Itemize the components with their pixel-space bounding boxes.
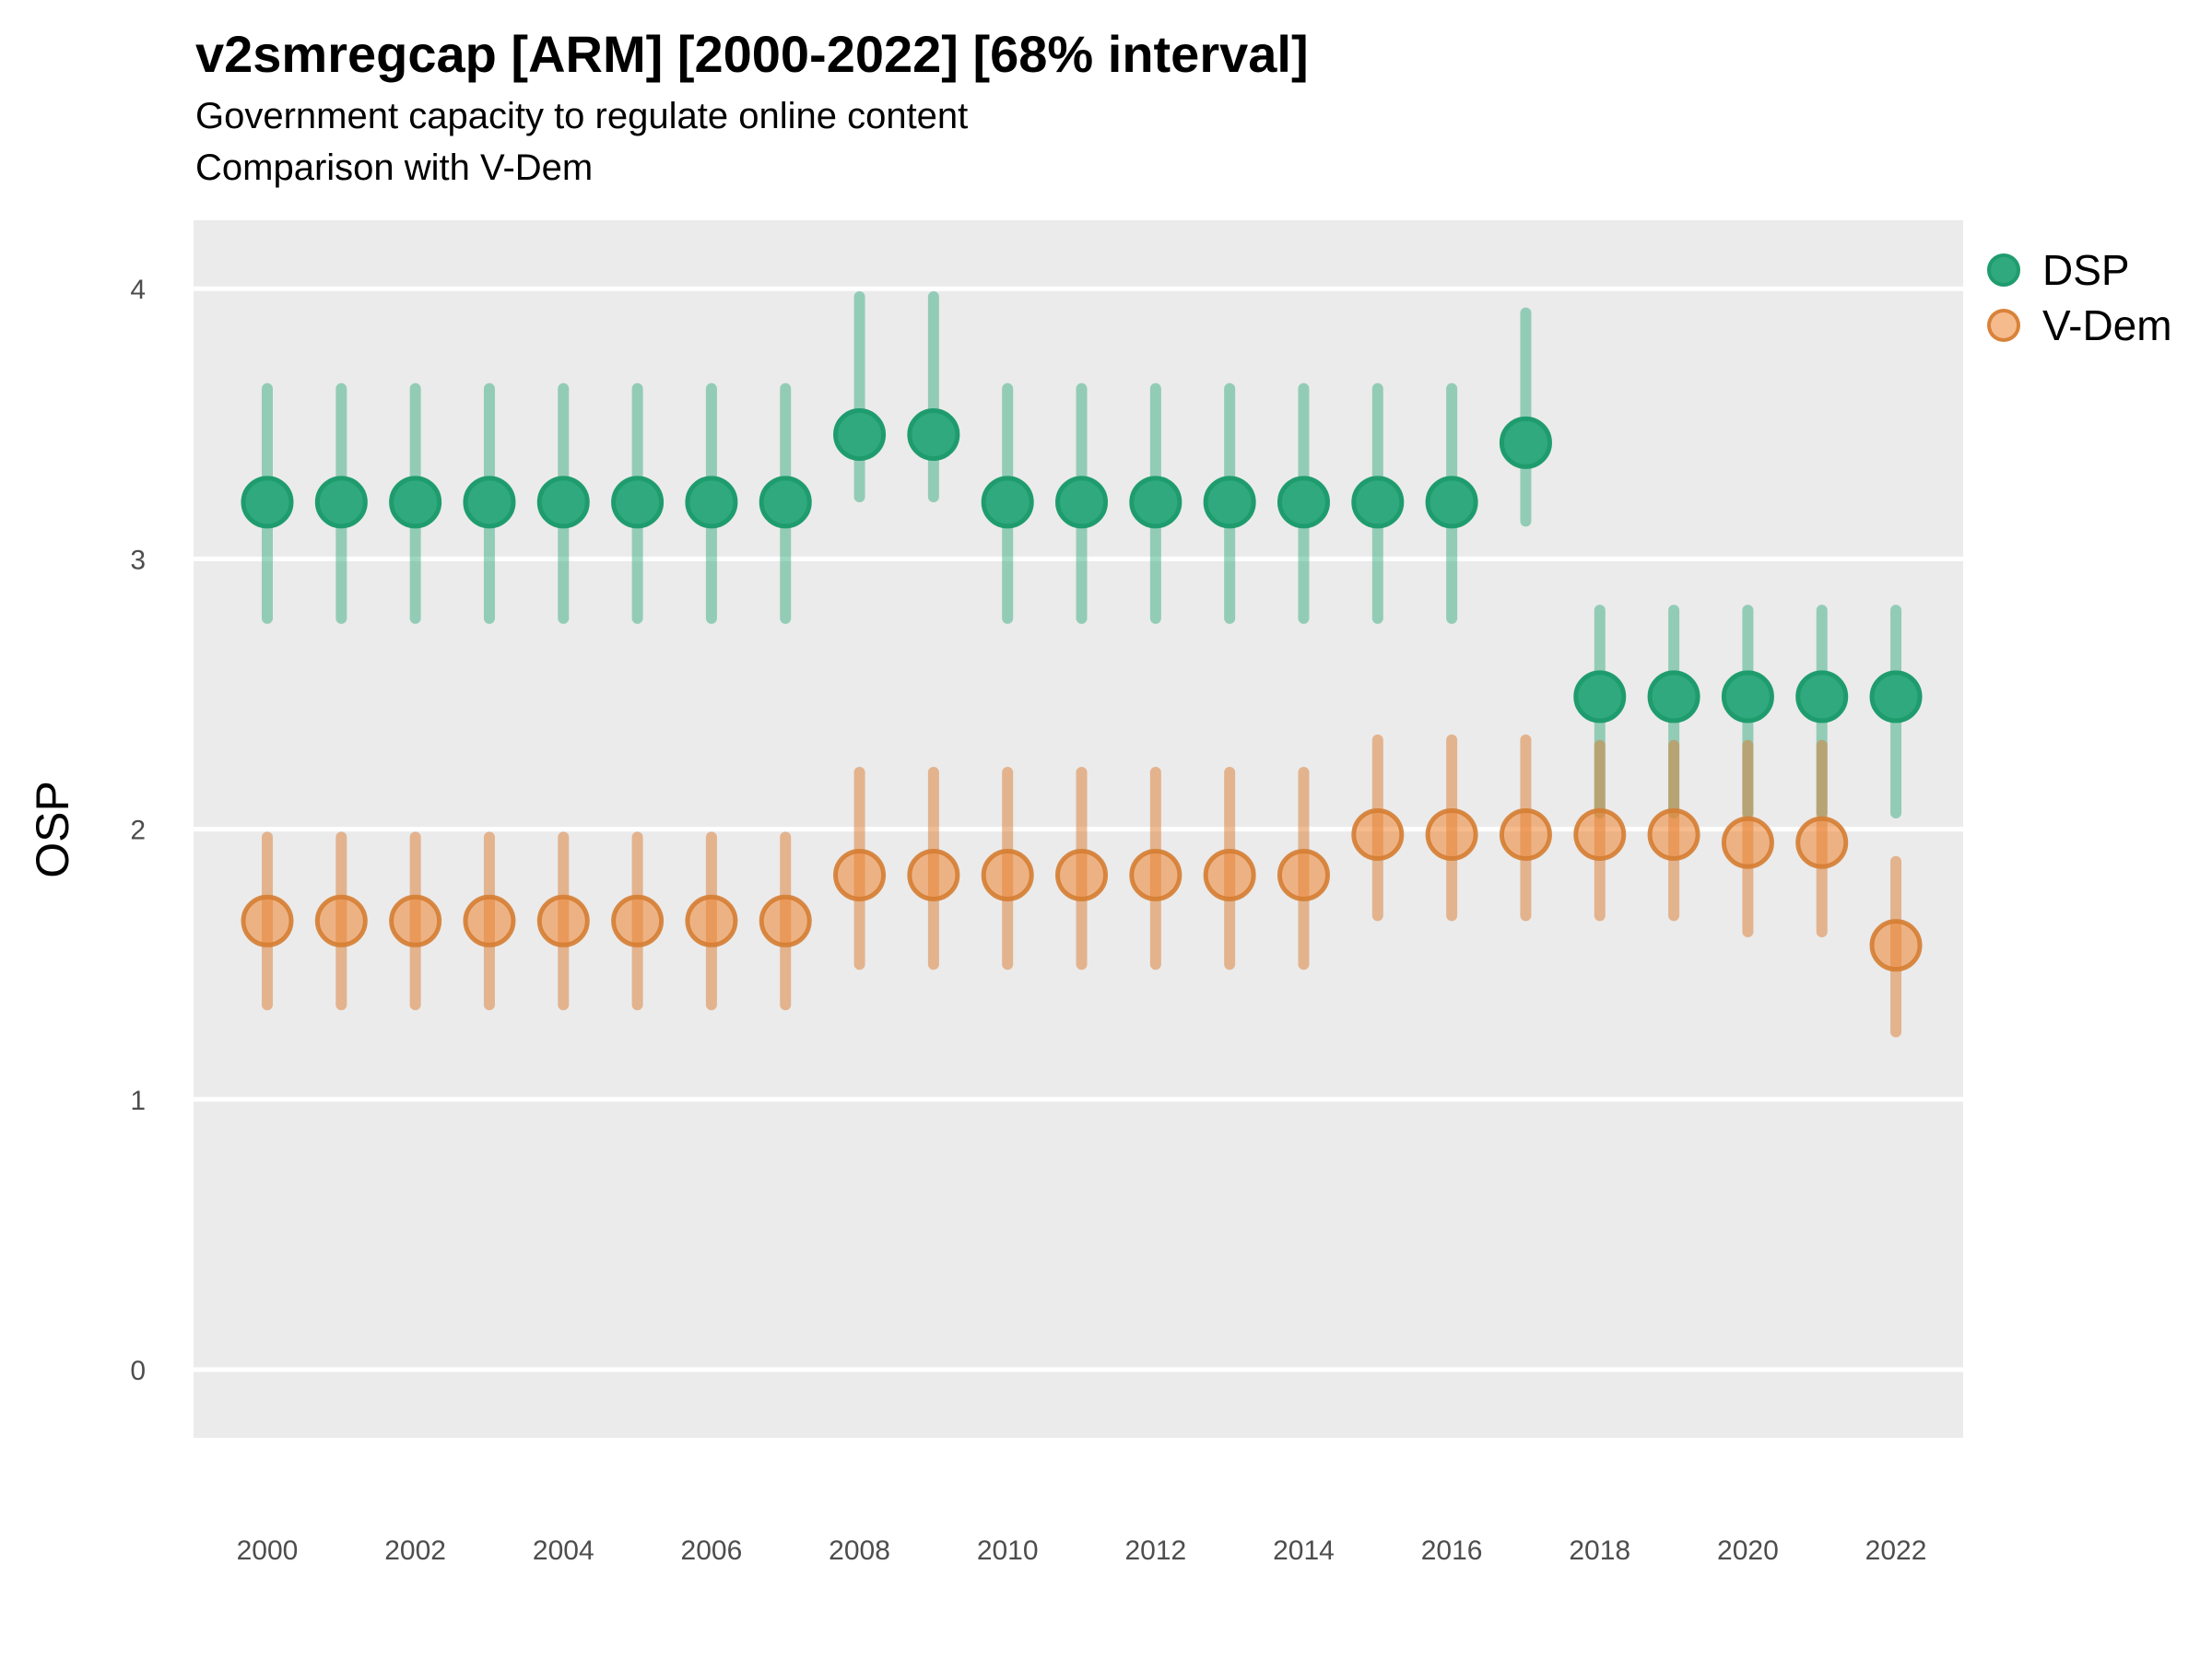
point-dsp	[1351, 476, 1405, 529]
x-tick-label: 2014	[1273, 1535, 1335, 1566]
point-dsp	[1129, 476, 1182, 529]
point-vdem	[1869, 919, 1923, 972]
legend-item-dsp: DSP	[1987, 249, 2172, 291]
point-vdem	[833, 848, 887, 901]
point-dsp	[536, 476, 590, 529]
point-vdem	[1499, 807, 1552, 861]
x-tick-label: 2022	[1865, 1535, 1927, 1566]
y-tick-label: 1	[130, 1086, 146, 1116]
point-vdem	[611, 894, 665, 947]
point-vdem	[536, 894, 590, 947]
x-tick-label: 2012	[1124, 1535, 1186, 1566]
point-dsp	[981, 476, 1034, 529]
x-tick-label: 2000	[237, 1535, 299, 1566]
x-tick-label: 2010	[977, 1535, 1039, 1566]
point-dsp	[1425, 476, 1478, 529]
point-dsp	[1721, 670, 1774, 724]
y-tick-label: 0	[130, 1356, 146, 1386]
point-vdem	[463, 894, 516, 947]
point-dsp	[1277, 476, 1330, 529]
point-dsp	[463, 476, 516, 529]
x-tick-label: 2020	[1717, 1535, 1779, 1566]
legend-item-vdem: V-Dem	[1987, 304, 2172, 347]
x-tick-label: 2004	[533, 1535, 594, 1566]
y-tick-label: 3	[130, 545, 146, 575]
point-vdem	[981, 848, 1034, 901]
point-dsp	[833, 408, 887, 462]
point-vdem	[1055, 848, 1109, 901]
x-tick-label: 2016	[1421, 1535, 1483, 1566]
legend: DSP V-Dem	[1987, 249, 2172, 347]
point-vdem	[241, 894, 294, 947]
point-dsp	[759, 476, 812, 529]
x-tick-label: 2008	[829, 1535, 890, 1566]
point-dsp	[685, 476, 738, 529]
legend-marker-vdem-icon	[1987, 309, 2020, 342]
y-tick-label: 2	[130, 816, 146, 846]
point-vdem	[907, 848, 960, 901]
point-dsp	[389, 476, 442, 529]
chart-title: v2smregcap [ARM] [2000-2022] [68% interv…	[195, 25, 1309, 83]
point-vdem	[1795, 816, 1849, 869]
point-vdem	[1647, 807, 1700, 861]
x-tick-label: 2018	[1569, 1535, 1630, 1566]
point-vdem	[1573, 807, 1627, 861]
legend-label-vdem: V-Dem	[2042, 301, 2172, 349]
point-dsp	[611, 476, 665, 529]
chart-subtitle-comparison: Comparison with V-Dem	[195, 147, 594, 188]
point-dsp	[314, 476, 368, 529]
point-dsp	[1647, 670, 1700, 724]
point-vdem	[389, 894, 442, 947]
x-tick-label: 2002	[384, 1535, 446, 1566]
point-vdem	[1129, 848, 1182, 901]
point-dsp	[907, 408, 960, 462]
point-dsp	[1055, 476, 1109, 529]
point-vdem	[1351, 807, 1405, 861]
legend-marker-dsp-icon	[1987, 253, 2020, 287]
y-tick-label: 4	[130, 275, 146, 305]
point-vdem	[1425, 807, 1478, 861]
point-vdem	[314, 894, 368, 947]
point-vdem	[1277, 848, 1330, 901]
point-dsp	[1203, 476, 1256, 529]
point-dsp	[1499, 416, 1552, 469]
point-vdem	[685, 894, 738, 947]
x-tick-label: 2006	[681, 1535, 743, 1566]
point-vdem	[1721, 816, 1774, 869]
legend-label-dsp: DSP	[2042, 246, 2130, 294]
point-dsp	[1795, 670, 1849, 724]
point-dsp	[1869, 670, 1923, 724]
chart-subtitle: Government capacity to regulate online c…	[195, 96, 969, 136]
point-dsp	[1573, 670, 1627, 724]
point-vdem	[1203, 848, 1256, 901]
point-dsp	[241, 476, 294, 529]
point-vdem	[759, 894, 812, 947]
